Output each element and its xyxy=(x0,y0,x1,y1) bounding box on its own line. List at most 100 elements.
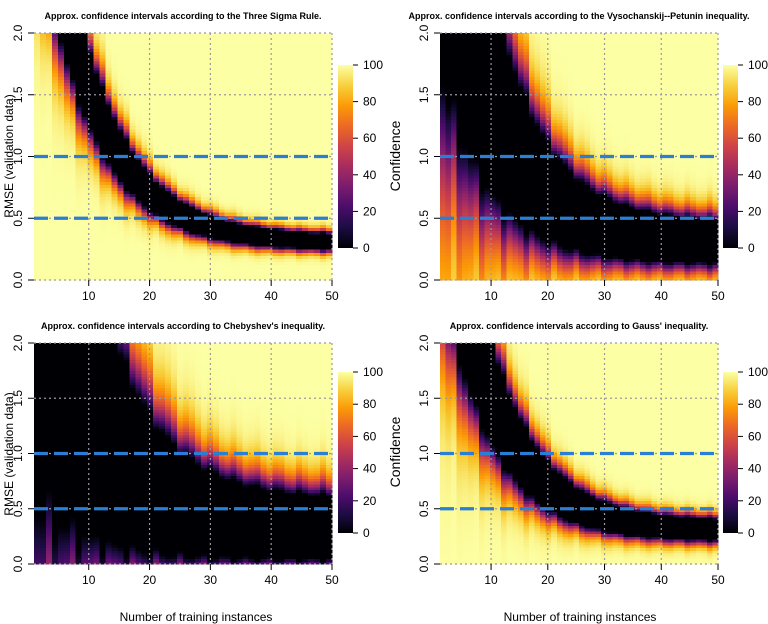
heatmap-cell xyxy=(224,60,232,65)
heatmap-cell xyxy=(63,159,71,164)
heatmap-cell xyxy=(212,104,220,108)
heatmap-cell xyxy=(194,113,202,117)
heatmap-cell xyxy=(254,276,262,281)
heatmap-cell xyxy=(129,131,136,136)
heatmap-cell xyxy=(75,202,83,207)
heatmap-cell xyxy=(194,252,202,256)
heatmap-cell xyxy=(63,66,71,71)
heatmap-cell xyxy=(183,134,190,139)
heatmap-cell xyxy=(99,276,107,281)
heatmap-cell xyxy=(188,178,196,182)
heatmap-cell xyxy=(87,156,95,161)
heatmap-cell xyxy=(183,57,190,62)
heatmap-cell xyxy=(147,48,154,53)
heatmap-cell xyxy=(242,242,250,247)
heatmap-cell xyxy=(81,276,89,281)
heatmap-cell xyxy=(230,159,238,164)
heatmap-cell xyxy=(63,70,71,74)
heatmap-cell xyxy=(147,107,154,111)
heatmap-cell xyxy=(147,134,154,139)
heatmap-cell xyxy=(206,233,214,238)
heatmap-cell xyxy=(260,159,268,164)
heatmap-cell xyxy=(93,110,101,114)
heatmap-cell xyxy=(111,249,119,253)
heatmap-cell xyxy=(147,267,154,272)
heatmap-cell xyxy=(51,48,59,53)
heatmap-cell xyxy=(242,221,250,226)
heatmap-cell xyxy=(34,252,41,256)
heatmap-cell xyxy=(206,125,214,130)
heatmap-cell xyxy=(87,227,95,232)
heatmap-cell xyxy=(159,193,166,198)
heatmap-cell xyxy=(39,236,47,241)
heatmap-cell xyxy=(206,110,214,114)
heatmap-cell xyxy=(51,221,59,226)
heatmap-cell xyxy=(224,104,232,108)
heatmap-cell xyxy=(242,51,250,56)
heatmap-cell xyxy=(248,236,256,241)
heatmap-cell xyxy=(200,85,208,90)
heatmap-cell xyxy=(230,190,238,195)
heatmap-cell xyxy=(99,54,107,59)
heatmap-cell xyxy=(129,45,136,50)
heatmap-cell xyxy=(159,224,166,229)
heatmap-cell xyxy=(188,156,196,161)
heatmap-cell xyxy=(188,153,196,158)
heatmap-cell xyxy=(75,54,83,59)
heatmap-cell xyxy=(69,63,77,68)
heatmap-cell xyxy=(34,258,41,263)
heatmap-cell xyxy=(99,100,107,105)
heatmap-cell xyxy=(105,48,113,53)
heatmap-cell xyxy=(34,202,41,207)
heatmap-cell xyxy=(141,82,148,87)
heatmap-cell xyxy=(141,239,148,244)
heatmap-cell xyxy=(99,159,107,164)
heatmap-cell xyxy=(177,144,184,148)
heatmap-cell xyxy=(242,255,250,259)
heatmap-cell xyxy=(236,181,244,185)
heatmap-cell xyxy=(75,162,83,167)
heatmap-cell xyxy=(165,159,172,164)
heatmap-cell xyxy=(87,255,95,259)
heatmap-cell xyxy=(57,134,65,139)
heatmap-cell xyxy=(117,276,124,281)
heatmap-cell xyxy=(230,150,238,155)
heatmap-cell xyxy=(183,85,190,90)
heatmap-cell xyxy=(93,57,101,62)
heatmap-cell xyxy=(153,159,160,164)
heatmap-cell xyxy=(194,255,202,259)
heatmap-cell xyxy=(177,208,184,213)
heatmap-cell xyxy=(147,171,154,176)
heatmap-cell xyxy=(81,224,89,229)
heatmap-cell xyxy=(135,205,142,210)
colorbar-tick-label: 100 xyxy=(363,58,383,72)
heatmap-cell xyxy=(111,125,119,130)
heatmap-cell xyxy=(183,184,190,188)
heatmap-cell xyxy=(236,264,244,269)
colorbar-tick-label: 0 xyxy=(363,241,370,255)
heatmap-cell xyxy=(194,242,202,247)
heatmap-cell xyxy=(69,51,77,56)
heatmap-cell xyxy=(135,79,142,83)
heatmap-cell xyxy=(57,33,65,37)
heatmap-cell xyxy=(224,33,232,37)
heatmap-cell xyxy=(57,79,65,83)
heatmap-cell xyxy=(117,165,124,170)
heatmap-cell xyxy=(230,60,238,65)
heatmap-cell xyxy=(39,113,47,117)
heatmap-cell xyxy=(51,122,59,127)
heatmap-cell xyxy=(194,230,202,235)
heatmap-cell xyxy=(99,128,107,133)
heatmap-cell xyxy=(123,162,130,167)
heatmap-cell xyxy=(123,255,130,259)
heatmap-cell xyxy=(188,215,196,219)
heatmap-cell xyxy=(183,273,190,278)
heatmap-cell xyxy=(87,261,95,266)
heatmap-cell xyxy=(69,196,77,201)
heatmap-cell xyxy=(147,60,154,65)
heatmap-cell xyxy=(260,175,268,179)
heatmap-cell xyxy=(75,128,83,133)
heatmap-cell xyxy=(171,224,178,229)
heatmap-cell xyxy=(224,236,232,241)
